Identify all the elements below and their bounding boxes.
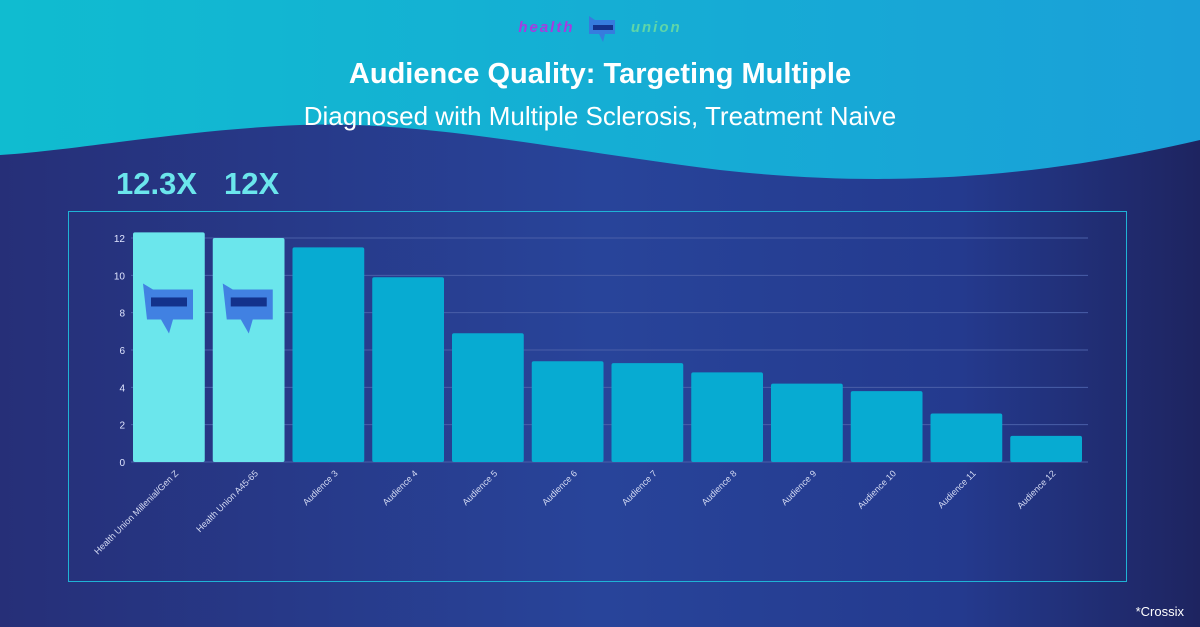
page-subtitle: Diagnosed with Multiple Sclerosis, Treat… — [303, 101, 897, 131]
x-tick-label: Audience 5 — [460, 468, 499, 507]
x-tick-label: Audience 8 — [700, 468, 739, 507]
bar — [850, 391, 923, 462]
x-tick-label: Audience 9 — [779, 468, 818, 507]
health-union-bar-icon — [143, 283, 193, 334]
y-tick-label: 8 — [119, 309, 125, 320]
bar — [452, 333, 524, 462]
bar — [611, 363, 684, 462]
source-note: *Crossix — [1135, 604, 1184, 619]
y-tick-label: 2 — [119, 421, 125, 432]
x-tick-label: Audience 11 — [936, 468, 978, 510]
bar — [930, 413, 1003, 462]
x-tick-label: Audience 4 — [381, 468, 420, 507]
y-tick-label: 12 — [114, 234, 126, 245]
x-tick-label: Audience 12 — [1015, 468, 1057, 510]
header-wave-background — [0, 0, 1200, 179]
bar — [212, 238, 285, 462]
y-tick-label: 10 — [114, 271, 126, 282]
bar — [372, 277, 444, 462]
y-tick-label: 4 — [119, 383, 125, 394]
callout-value-1: 12.3X — [116, 166, 198, 201]
bar — [133, 232, 205, 462]
x-tick-label: Audience 6 — [540, 468, 579, 507]
y-tick-label: 6 — [119, 346, 125, 357]
x-tick-label: Audience 3 — [301, 468, 340, 507]
logo-text-left: health — [518, 18, 575, 36]
bar — [691, 372, 763, 462]
x-tick-label: Audience 7 — [620, 468, 659, 507]
x-tick-label: Health Union Millenial/Gen Z — [92, 468, 180, 556]
bar — [1010, 435, 1082, 462]
x-tick-label: Health Union A45-65 — [194, 468, 260, 534]
page-title: Audience Quality: Targeting Multiple — [348, 58, 852, 90]
bar — [292, 247, 365, 462]
chart-frame: 0 2 4 6 8 10 12 Health Union Millenial/Gen Z Hea… — [68, 211, 1127, 582]
bar — [531, 361, 604, 462]
bar-chart: 0 2 4 6 8 10 12 Health Union Millenial/Gen Z Hea… — [92, 232, 1088, 556]
logo-text-right: union — [630, 18, 682, 36]
logo-chat-icon — [588, 16, 615, 42]
health-union-bar-icon — [222, 283, 273, 334]
callout-value-2: 12X — [224, 166, 280, 201]
bar — [771, 383, 843, 462]
y-tick-label: 0 — [119, 458, 125, 469]
health-union-logo: health union — [0, 14, 1200, 42]
x-tick-label: Audience 10 — [856, 468, 898, 510]
